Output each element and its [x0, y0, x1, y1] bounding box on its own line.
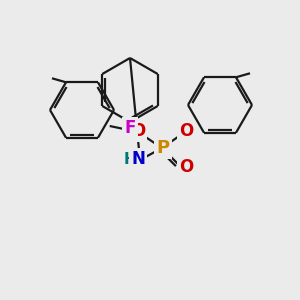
Text: F: F [124, 119, 136, 137]
Text: N: N [131, 150, 145, 168]
Text: O: O [131, 122, 145, 140]
Text: O: O [179, 158, 193, 176]
Text: O: O [179, 122, 193, 140]
Text: P: P [156, 139, 170, 157]
Text: H: H [124, 152, 136, 166]
